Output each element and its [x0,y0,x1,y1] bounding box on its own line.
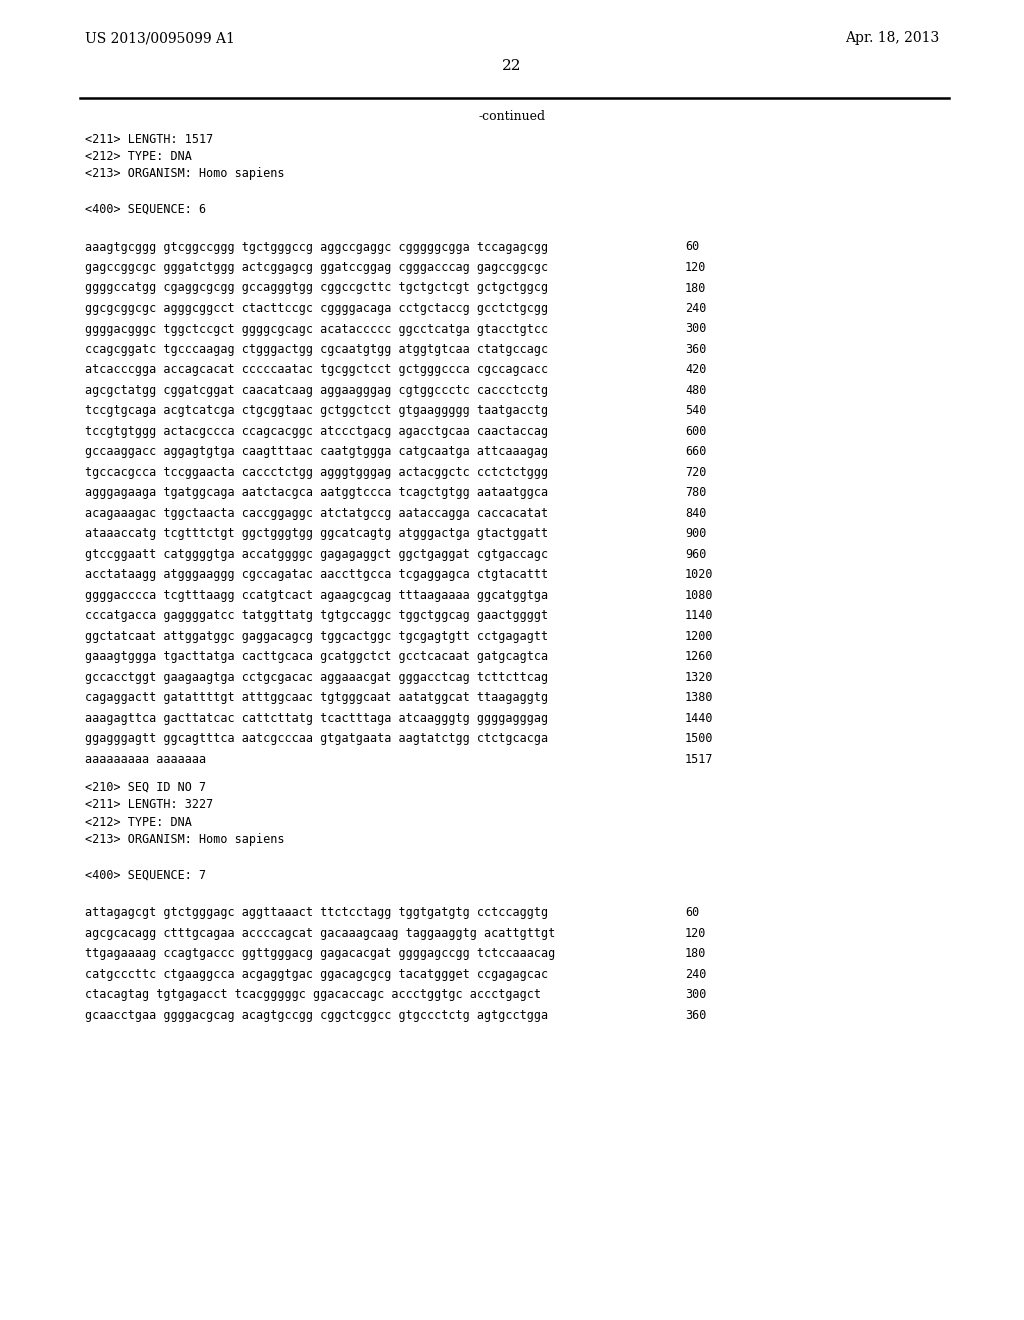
Text: aaagagttca gacttatcac cattcttatg tcactttaga atcaagggtg ggggagggag: aaagagttca gacttatcac cattcttatg tcacttt… [85,711,548,725]
Text: tccgtgtggg actacgccca ccagcacggc atccctgacg agacctgcaa caactaccag: tccgtgtggg actacgccca ccagcacggc atccctg… [85,425,548,438]
Text: ataaaccatg tcgtttctgt ggctgggtgg ggcatcagtg atgggactga gtactggatt: ataaaccatg tcgtttctgt ggctgggtgg ggcatca… [85,528,548,540]
Text: <213> ORGANISM: Homo sapiens: <213> ORGANISM: Homo sapiens [85,833,285,846]
Text: 22: 22 [502,59,522,73]
Text: 960: 960 [685,548,707,561]
Text: gccacctggt gaagaagtga cctgcgacac aggaaacgat gggacctcag tcttcttcag: gccacctggt gaagaagtga cctgcgacac aggaaac… [85,671,548,684]
Text: 660: 660 [685,445,707,458]
Text: 1320: 1320 [685,671,714,684]
Text: 360: 360 [685,1008,707,1022]
Text: 180: 180 [685,281,707,294]
Text: Apr. 18, 2013: Apr. 18, 2013 [845,30,939,45]
Text: 300: 300 [685,987,707,1001]
Text: <213> ORGANISM: Homo sapiens: <213> ORGANISM: Homo sapiens [85,168,285,181]
Text: aaagtgcggg gtcggccggg tgctgggccg aggccgaggc cgggggcgga tccagagcgg: aaagtgcggg gtcggccggg tgctgggccg aggccga… [85,240,548,253]
Text: acagaaagac tggctaacta caccggaggc atctatgccg aataccagga caccacatat: acagaaagac tggctaacta caccggaggc atctatg… [85,507,548,520]
Text: 240: 240 [685,968,707,981]
Text: 1020: 1020 [685,569,714,582]
Text: 1380: 1380 [685,692,714,705]
Text: 1440: 1440 [685,711,714,725]
Text: <212> TYPE: DNA: <212> TYPE: DNA [85,150,191,162]
Text: catgcccttc ctgaaggcca acgaggtgac ggacagcgcg tacatggget ccgagagcac: catgcccttc ctgaaggcca acgaggtgac ggacagc… [85,968,548,981]
Text: ggcgcggcgc agggcggcct ctacttccgc cggggacaga cctgctaccg gcctctgcgg: ggcgcggcgc agggcggcct ctacttccgc cggggac… [85,302,548,315]
Text: 600: 600 [685,425,707,438]
Text: agcgcacagg ctttgcagaa accccagcat gacaaagcaag taggaaggtg acattgttgt: agcgcacagg ctttgcagaa accccagcat gacaaag… [85,927,555,940]
Text: ggggacccca tcgtttaagg ccatgtcact agaagcgcag tttaagaaaa ggcatggtga: ggggacccca tcgtttaagg ccatgtcact agaagcg… [85,589,548,602]
Text: ggagggagtt ggcagtttca aatcgcccaa gtgatgaata aagtatctgg ctctgcacga: ggagggagtt ggcagtttca aatcgcccaa gtgatga… [85,733,548,746]
Text: ggggacgggc tggctccgct ggggcgcagc acataccccc ggcctcatga gtacctgtcc: ggggacgggc tggctccgct ggggcgcagc acatacc… [85,322,548,335]
Text: <400> SEQUENCE: 6: <400> SEQUENCE: 6 [85,203,206,216]
Text: gccaaggacc aggagtgtga caagtttaac caatgtggga catgcaatga attcaaagag: gccaaggacc aggagtgtga caagtttaac caatgtg… [85,445,548,458]
Text: 780: 780 [685,487,707,499]
Text: 120: 120 [685,261,707,275]
Text: 1140: 1140 [685,610,714,623]
Text: 1260: 1260 [685,651,714,664]
Text: gagccggcgc gggatctggg actcggagcg ggatccggag cgggacccag gagccggcgc: gagccggcgc gggatctggg actcggagcg ggatccg… [85,261,548,275]
Text: cccatgacca gaggggatcc tatggttatg tgtgccaggc tggctggcag gaactggggt: cccatgacca gaggggatcc tatggttatg tgtgcca… [85,610,548,623]
Text: 420: 420 [685,363,707,376]
Text: <211> LENGTH: 3227: <211> LENGTH: 3227 [85,799,213,810]
Text: 720: 720 [685,466,707,479]
Text: 240: 240 [685,302,707,315]
Text: gaaagtggga tgacttatga cacttgcaca gcatggctct gcctcacaat gatgcagtca: gaaagtggga tgacttatga cacttgcaca gcatggc… [85,651,548,664]
Text: <210> SEQ ID NO 7: <210> SEQ ID NO 7 [85,780,206,793]
Text: ggctatcaat attggatggc gaggacagcg tggcactggc tgcgagtgtt cctgagagtt: ggctatcaat attggatggc gaggacagcg tggcact… [85,630,548,643]
Text: agcgctatgg cggatcggat caacatcaag aggaagggag cgtggccctc caccctcctg: agcgctatgg cggatcggat caacatcaag aggaagg… [85,384,548,397]
Text: -continued: -continued [478,110,546,123]
Text: 1200: 1200 [685,630,714,643]
Text: 120: 120 [685,927,707,940]
Text: 60: 60 [685,240,699,253]
Text: ctacagtag tgtgagacct tcacgggggc ggacaccagc accctggtgc accctgagct: ctacagtag tgtgagacct tcacgggggc ggacacca… [85,987,541,1001]
Text: <400> SEQUENCE: 7: <400> SEQUENCE: 7 [85,869,206,882]
Text: gtccggaatt catggggtga accatggggc gagagaggct ggctgaggat cgtgaccagc: gtccggaatt catggggtga accatggggc gagagag… [85,548,548,561]
Text: 480: 480 [685,384,707,397]
Text: ccagcggatc tgcccaagag ctgggactgg cgcaatgtgg atggtgtcaa ctatgccagc: ccagcggatc tgcccaagag ctgggactgg cgcaatg… [85,343,548,356]
Text: <211> LENGTH: 1517: <211> LENGTH: 1517 [85,132,213,145]
Text: 180: 180 [685,946,707,960]
Text: tgccacgcca tccggaacta caccctctgg agggtgggag actacggctc cctctctggg: tgccacgcca tccggaacta caccctctgg agggtgg… [85,466,548,479]
Text: 540: 540 [685,404,707,417]
Text: aaaaaaaaa aaaaaaa: aaaaaaaaa aaaaaaa [85,752,206,766]
Text: US 2013/0095099 A1: US 2013/0095099 A1 [85,30,234,45]
Text: acctataagg atgggaaggg cgccagatac aaccttgcca tcgaggagca ctgtacattt: acctataagg atgggaaggg cgccagatac aaccttg… [85,569,548,582]
Text: <212> TYPE: DNA: <212> TYPE: DNA [85,816,191,829]
Text: cagaggactt gatattttgt atttggcaac tgtgggcaat aatatggcat ttaagaggtg: cagaggactt gatattttgt atttggcaac tgtgggc… [85,692,548,705]
Text: 60: 60 [685,906,699,919]
Text: 900: 900 [685,528,707,540]
Text: agggagaaga tgatggcaga aatctacgca aatggtccca tcagctgtgg aataatggca: agggagaaga tgatggcaga aatctacgca aatggtc… [85,487,548,499]
Text: ggggccatgg cgaggcgcgg gccagggtgg cggccgcttc tgctgctcgt gctgctggcg: ggggccatgg cgaggcgcgg gccagggtgg cggccgc… [85,281,548,294]
Text: 360: 360 [685,343,707,356]
Text: 300: 300 [685,322,707,335]
Text: 1500: 1500 [685,733,714,746]
Text: ttgagaaaag ccagtgaccc ggttgggacg gagacacgat ggggagccgg tctccaaacag: ttgagaaaag ccagtgaccc ggttgggacg gagacac… [85,946,555,960]
Text: atcacccgga accagcacat cccccaatac tgcggctcct gctgggccca cgccagcacc: atcacccgga accagcacat cccccaatac tgcggct… [85,363,548,376]
Text: 1517: 1517 [685,752,714,766]
Text: 840: 840 [685,507,707,520]
Text: tccgtgcaga acgtcatcga ctgcggtaac gctggctcct gtgaaggggg taatgacctg: tccgtgcaga acgtcatcga ctgcggtaac gctggct… [85,404,548,417]
Text: gcaacctgaa ggggacgcag acagtgccgg cggctcggcc gtgccctctg agtgcctgga: gcaacctgaa ggggacgcag acagtgccgg cggctcg… [85,1008,548,1022]
Text: 1080: 1080 [685,589,714,602]
Text: attagagcgt gtctgggagc aggttaaact ttctcctagg tggtgatgtg cctccaggtg: attagagcgt gtctgggagc aggttaaact ttctcct… [85,906,548,919]
